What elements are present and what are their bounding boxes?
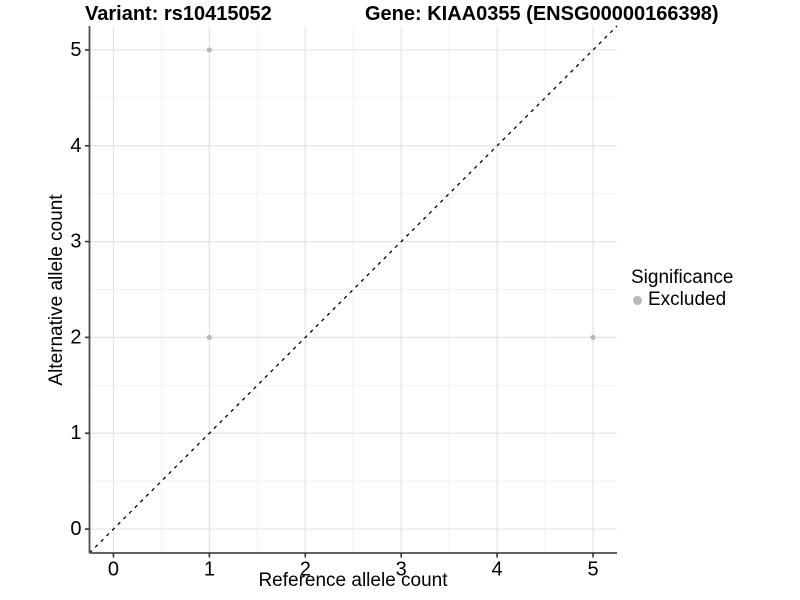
x-tick-label: 2 — [300, 559, 311, 581]
plot-title-variant: Variant: rs10415052 — [85, 3, 272, 25]
legend-title: Significance — [631, 267, 734, 288]
legend-entries: Excluded — [631, 289, 733, 311]
legend-entry-label: Excluded — [648, 289, 727, 310]
legend-key-dot-icon — [633, 295, 642, 305]
x-axis-title: Reference allele count — [258, 570, 448, 591]
y-axis-title: Alternative allele count — [46, 194, 67, 386]
plot-title-gene: Gene: KIAA0355 (ENSG00000166398) — [365, 3, 719, 25]
y-tick-label: 5 — [70, 39, 81, 61]
x-tick-label: 0 — [108, 559, 119, 581]
x-tick-label: 1 — [204, 559, 215, 581]
data-point — [206, 334, 212, 341]
x-tick-label: 4 — [492, 559, 503, 581]
y-tick-label: 2 — [70, 326, 81, 348]
y-tick-label: 0 — [70, 518, 81, 540]
legend: Significance Excluded — [631, 267, 733, 311]
legend-entry: Excluded — [631, 289, 733, 311]
x-tick-label: 5 — [587, 559, 598, 581]
y-tick-label: 4 — [70, 135, 81, 157]
data-point — [206, 47, 212, 53]
data-point — [590, 334, 596, 341]
y-tick-label: 3 — [70, 231, 81, 253]
x-tick-label: 3 — [396, 559, 407, 581]
y-tick-label: 1 — [70, 422, 81, 444]
